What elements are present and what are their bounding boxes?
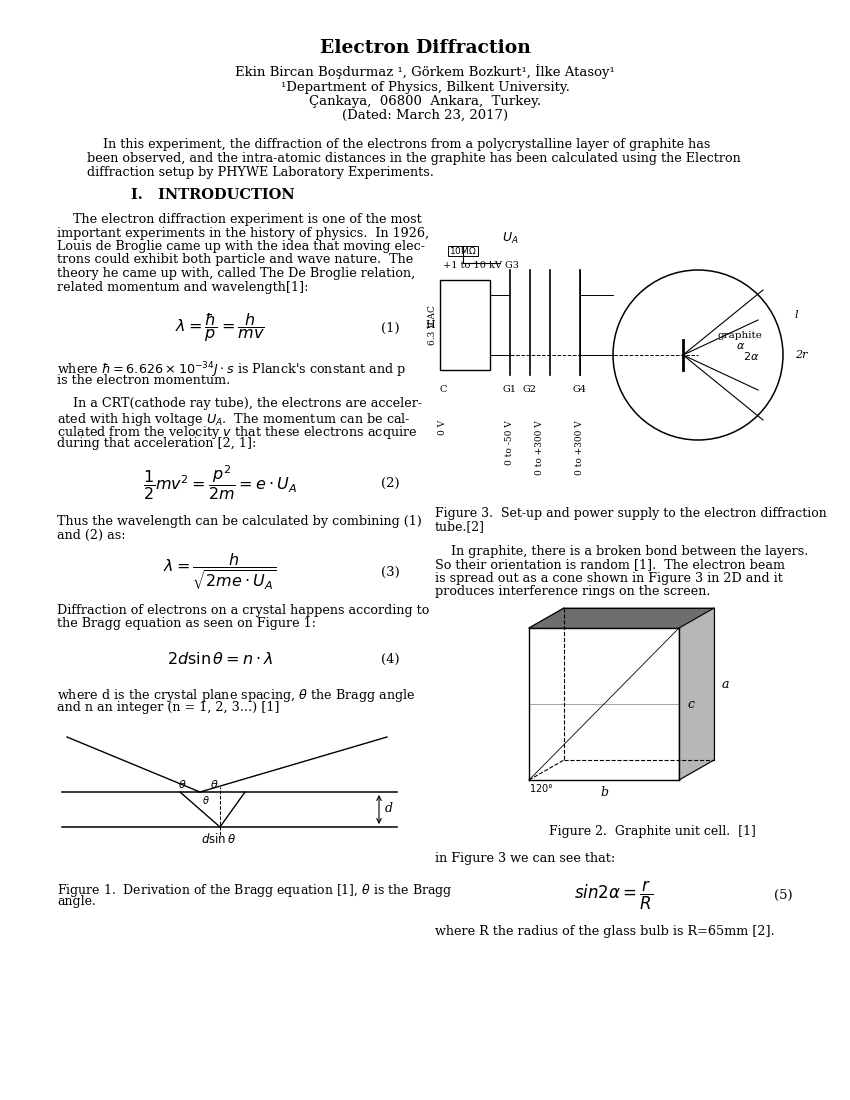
Text: $2\alpha$: $2\alpha$: [743, 350, 759, 362]
Text: $U_A$: $U_A$: [502, 231, 518, 245]
Text: been observed, and the intra-atomic distances in the graphite has been calculate: been observed, and the intra-atomic dist…: [87, 152, 740, 165]
Bar: [440, 280, 490, 370]
Text: where R the radius of the glass bulb is R=65mm [2].: where R the radius of the glass bulb is …: [435, 925, 774, 938]
Text: 6.3 V AC: 6.3 V AC: [428, 305, 438, 345]
Text: and (2) as:: and (2) as:: [57, 528, 126, 541]
Text: In this experiment, the diffraction of the electrons from a polycrystalline laye: In this experiment, the diffraction of t…: [87, 138, 711, 151]
Text: where $\hbar = 6.626 \times 10^{-34}J \cdot s$ is Planck's constant and p: where $\hbar = 6.626 \times 10^{-34}J \c…: [57, 360, 406, 379]
Text: 0 to -50 V: 0 to -50 V: [506, 420, 514, 464]
Text: Diffraction of electrons on a crystal happens according to: Diffraction of electrons on a crystal ha…: [57, 604, 429, 617]
Polygon shape: [529, 608, 714, 628]
Text: $\theta$: $\theta$: [178, 778, 186, 790]
Text: (Dated: March 23, 2017): (Dated: March 23, 2017): [342, 109, 508, 121]
Text: angle.: angle.: [57, 895, 96, 908]
Text: Thus the wavelength can be calculated by combining (1): Thus the wavelength can be calculated by…: [57, 515, 422, 528]
Text: G1: G1: [503, 385, 517, 394]
Text: Figure 2.  Graphite unit cell.  [1]: Figure 2. Graphite unit cell. [1]: [549, 825, 756, 838]
Text: (1): (1): [382, 321, 400, 334]
Text: ¹Department of Physics, Bilkent University.: ¹Department of Physics, Bilkent Universi…: [280, 80, 570, 94]
Text: (4): (4): [382, 652, 400, 666]
Polygon shape: [679, 608, 714, 780]
Text: C: C: [439, 385, 447, 394]
Text: a: a: [722, 678, 729, 691]
Text: $10\mathrm{M}\Omega$: $10\mathrm{M}\Omega$: [449, 245, 477, 256]
Text: d: d: [385, 803, 393, 815]
Text: l: l: [795, 310, 798, 320]
Text: is spread out as a cone shown in Figure 3 in 2D and it: is spread out as a cone shown in Figure …: [435, 572, 783, 585]
Text: I.   INTRODUCTION: I. INTRODUCTION: [131, 188, 295, 202]
Text: Figure 3.  Set-up and power supply to the electron diffraction: Figure 3. Set-up and power supply to the…: [435, 507, 827, 520]
Text: theory he came up with, called The De Broglie relation,: theory he came up with, called The De Br…: [57, 267, 416, 280]
Text: is the electron momentum.: is the electron momentum.: [57, 374, 230, 386]
Text: 0 to +300 V: 0 to +300 V: [536, 420, 545, 475]
Text: Electron Diffraction: Electron Diffraction: [320, 39, 530, 57]
Text: diffraction setup by PHYWE Laboratory Experiments.: diffraction setup by PHYWE Laboratory Ex…: [87, 166, 434, 179]
Text: 2r: 2r: [795, 350, 807, 360]
Text: $2d\sin\theta = n \cdot \lambda$: $2d\sin\theta = n \cdot \lambda$: [167, 650, 274, 668]
Text: +1 to 10 kV G3: +1 to 10 kV G3: [443, 261, 519, 270]
Text: Ekin Bircan Boşdurmaz ¹, Görkem Bozkurt¹, İlke Atasoy¹: Ekin Bircan Boşdurmaz ¹, Görkem Bozkurt¹…: [235, 65, 615, 79]
Text: (3): (3): [382, 565, 400, 579]
Text: $\theta$: $\theta$: [202, 794, 210, 806]
Text: G2: G2: [523, 385, 537, 394]
Text: during that acceleration [2, 1]:: during that acceleration [2, 1]:: [57, 438, 257, 451]
Text: in Figure 3 we can see that:: in Figure 3 we can see that:: [435, 852, 615, 865]
Text: the Bragg equation as seen on Figure 1:: the Bragg equation as seen on Figure 1:: [57, 617, 316, 630]
Text: important experiments in the history of physics.  In 1926,: important experiments in the history of …: [57, 227, 429, 240]
Text: 0 to +300 V: 0 to +300 V: [575, 420, 585, 475]
Text: c: c: [687, 697, 694, 711]
Text: tube.[2]: tube.[2]: [435, 520, 485, 534]
Text: ated with high voltage $U_A$.  The momentum can be cal-: ated with high voltage $U_A$. The moment…: [57, 410, 411, 428]
Text: (2): (2): [382, 476, 400, 490]
Text: where d is the crystal plane spacing, $\theta$ the Bragg angle: where d is the crystal plane spacing, $\…: [57, 688, 416, 704]
Text: b: b: [600, 785, 608, 799]
Text: The electron diffraction experiment is one of the most: The electron diffraction experiment is o…: [57, 213, 422, 226]
Text: $120°$: $120°$: [529, 782, 553, 794]
Text: graphite: graphite: [718, 330, 762, 340]
Text: $\lambda = \dfrac{h}{\sqrt{2me \cdot U_A}}$: $\lambda = \dfrac{h}{\sqrt{2me \cdot U_A…: [163, 551, 277, 593]
Text: $\dfrac{1}{2}mv^2 = \dfrac{p^2}{2m} = e \cdot U_A$: $\dfrac{1}{2}mv^2 = \dfrac{p^2}{2m} = e …: [143, 464, 297, 503]
Text: $\alpha$: $\alpha$: [736, 341, 745, 351]
Text: $\lambda = \dfrac{\hbar}{p} = \dfrac{h}{mv}$: $\lambda = \dfrac{\hbar}{p} = \dfrac{h}{…: [175, 311, 265, 344]
Text: produces interference rings on the screen.: produces interference rings on the scree…: [435, 585, 711, 598]
Text: So their orientation is random [1].  The electron beam: So their orientation is random [1]. The …: [435, 559, 785, 572]
Text: $d\sin\theta$: $d\sin\theta$: [201, 832, 236, 846]
Text: and n an integer (n = 1, 2, 3...) [1]: and n an integer (n = 1, 2, 3...) [1]: [57, 701, 280, 714]
Text: Figure 1.  Derivation of the Bragg equation [1], $\theta$ is the Bragg: Figure 1. Derivation of the Bragg equati…: [57, 882, 452, 899]
Text: G4: G4: [573, 385, 587, 394]
Text: In graphite, there is a broken bond between the layers.: In graphite, there is a broken bond betw…: [435, 544, 808, 558]
Text: $sin2\alpha = \dfrac{r}{R}$: $sin2\alpha = \dfrac{r}{R}$: [575, 879, 654, 912]
Text: In a CRT(cathode ray tube), the electrons are acceler-: In a CRT(cathode ray tube), the electron…: [57, 397, 422, 410]
Text: 0 V: 0 V: [439, 420, 447, 436]
Bar: [448, 246, 478, 256]
Text: Louis de Broglie came up with the idea that moving elec-: Louis de Broglie came up with the idea t…: [57, 240, 425, 253]
Text: trons could exhibit both particle and wave nature.  The: trons could exhibit both particle and wa…: [57, 253, 413, 266]
Text: related momentum and wavelength[1]:: related momentum and wavelength[1]:: [57, 280, 309, 294]
Text: Çankaya,  06800  Ankara,  Turkey.: Çankaya, 06800 Ankara, Turkey.: [309, 95, 541, 108]
Text: $\theta$: $\theta$: [210, 778, 218, 790]
Text: H: H: [425, 320, 435, 330]
Text: (5): (5): [774, 889, 793, 902]
Text: culated from the velocity $v$ that these electrons acquire: culated from the velocity $v$ that these…: [57, 424, 417, 441]
